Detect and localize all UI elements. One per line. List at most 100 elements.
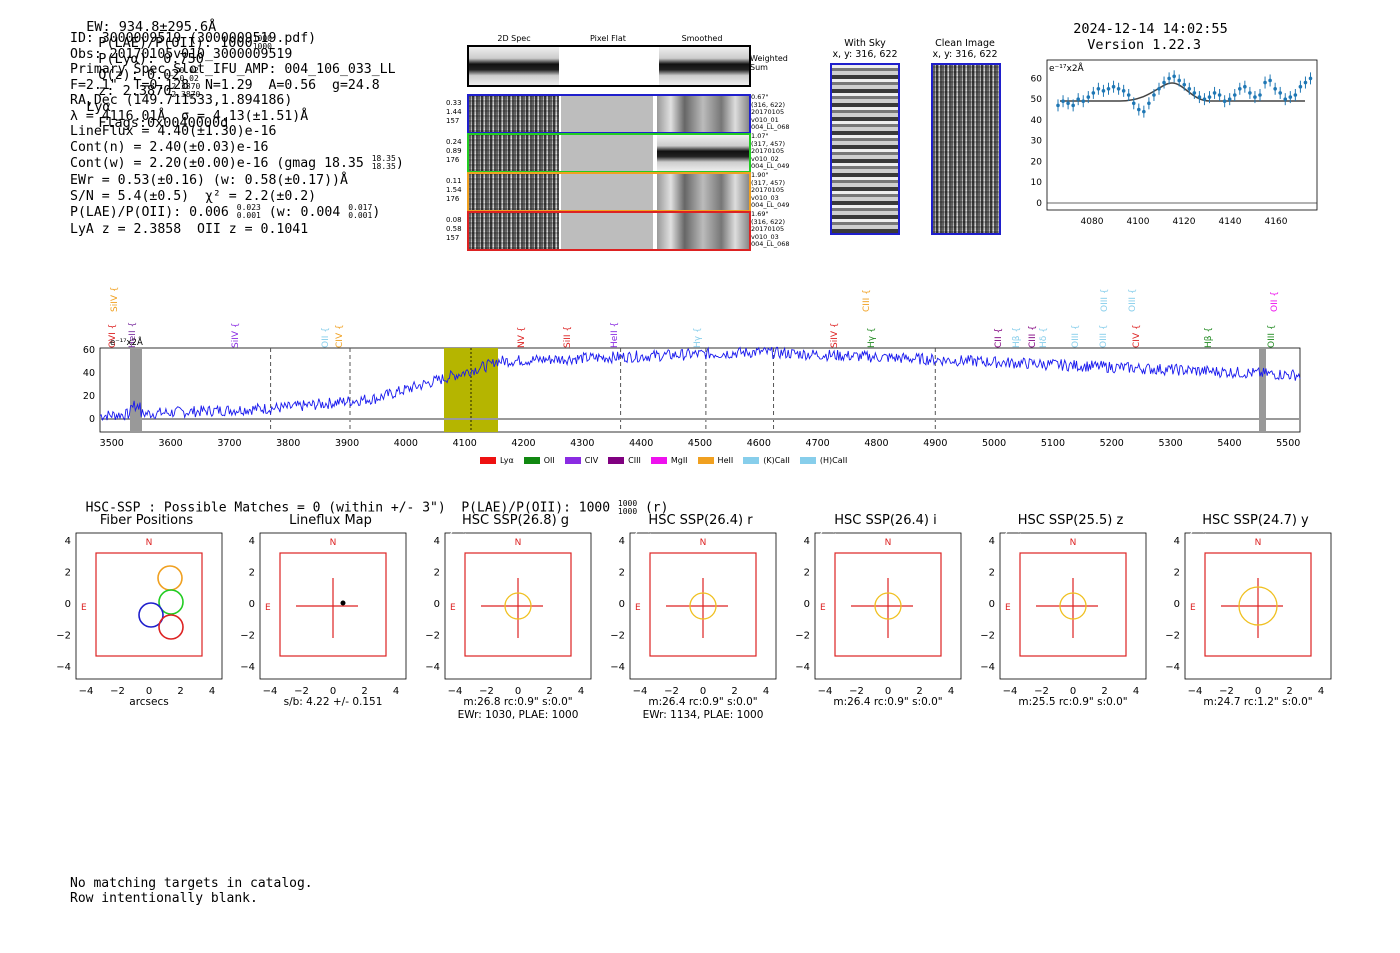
cutout-stat: 0.58 — [446, 225, 462, 233]
image-panel: N E 4 2 0 −2 −4 −4 −2 0 2 4 — [240, 532, 407, 697]
spectrum-legend: Lyα OII CIV CIII MgII HeII (K)CaII (H)CaII — [480, 448, 857, 467]
panel-xtick: 2 — [546, 686, 552, 697]
panel-xtick: 4 — [393, 686, 399, 697]
aperture-box — [1204, 552, 1312, 657]
zoom-ytick: 60 — [1031, 74, 1043, 84]
hsc-title: HSC-SSP : Possible Matches = 0 (within +… — [70, 485, 669, 516]
zoom-ytick: 20 — [1031, 157, 1043, 167]
spectrum-xtick: 4400 — [629, 438, 653, 449]
cutout-meta: v010_02 — [751, 154, 779, 163]
qz-lo: 0.02 — [179, 74, 199, 83]
panel-xtick: −2 — [294, 686, 309, 697]
zoom-data-point — [1212, 91, 1217, 95]
aperture-box — [1019, 552, 1127, 657]
plae-b-hi: 0.017 — [348, 203, 373, 212]
legend-label: CIV — [584, 456, 599, 465]
panel-xtick: −4 — [263, 686, 278, 697]
with-sky-image — [830, 63, 900, 235]
zoom-data-point — [1131, 101, 1136, 106]
zoom-ytick: 30 — [1031, 137, 1043, 147]
spectrum-xtick: 3700 — [217, 438, 241, 449]
info-obs: Obs: 20170105v010_3000009519 — [70, 46, 293, 62]
legend-item: MgII — [650, 456, 688, 465]
cutout-stat: 0.11 — [446, 177, 462, 185]
zoom-xtick: 4140 — [1219, 217, 1242, 227]
north-marker: N — [885, 538, 892, 548]
zoom-data-point — [1192, 91, 1197, 95]
neighbor-circle — [630, 530, 656, 556]
cutout-smooth-image — [657, 135, 749, 171]
north-marker: N — [146, 538, 153, 548]
cutout-stat: 1.54 — [446, 186, 462, 194]
clean-image — [931, 63, 1001, 235]
fiber-circle — [158, 614, 184, 640]
panel-ytick: −2 — [425, 631, 440, 642]
masked-region-1 — [130, 348, 142, 432]
panel-ytick: 0 — [1174, 599, 1180, 610]
info-fit: F=2.1" T=0.128 N=1.29 A=0.56 g=24.8 — [70, 77, 380, 93]
cutout-stat: 157 — [446, 117, 460, 125]
zoom-data-point — [1152, 93, 1156, 97]
north-marker: N — [700, 538, 707, 548]
zoom-plot-frame — [1046, 59, 1318, 211]
legend-item: CIII — [608, 456, 641, 465]
panel-ytick: 4 — [1174, 536, 1180, 547]
cutout-stat: 1.44 — [446, 108, 462, 116]
panel-title: HSC SSP(26.4) i — [834, 513, 937, 528]
line-label-upper: OIII { — [1100, 288, 1110, 312]
fiber-circle — [138, 602, 164, 628]
source-aperture-circle — [504, 592, 532, 620]
panel-xtick: 0 — [700, 686, 706, 697]
panel-caption: m:26.4 rc:0.9" s:0.0" — [793, 696, 983, 709]
spectrum-xtick: 3600 — [158, 438, 182, 449]
cutout-row-stats: 0.08 0.58 157 — [446, 216, 462, 243]
hsc-title-lo: 1000 — [617, 507, 638, 516]
panel-xtick: 4 — [1133, 686, 1139, 697]
panel-ytick: −2 — [980, 631, 995, 642]
panel-xtick: 0 — [1070, 686, 1076, 697]
clean-image-coords: x, y: 316, 622 — [932, 49, 998, 60]
zoom-data-point — [1056, 103, 1060, 108]
legend-label: OII — [543, 456, 555, 465]
cutout-row-meta: 1.90" (317, 457) 20170105 v010_03 004_LL_049 — [751, 171, 790, 210]
cutout-flat-image — [561, 213, 653, 249]
zoom-data-point — [1091, 91, 1096, 95]
full-spectrum-plot: e⁻¹⁷x2Å 60 40 20 0 3500 3600 3700 3800 3900 4000… — [83, 336, 1301, 449]
footer-line-2: Row intentionally blank. — [70, 891, 258, 906]
panel-xtick: 0 — [330, 686, 336, 697]
zoom-data-point — [1202, 97, 1207, 101]
panel-frame — [259, 532, 407, 680]
neighbor-circle — [1185, 530, 1211, 556]
z-hi: 2.3870 — [171, 82, 201, 91]
spectrum-xtick: 4500 — [688, 438, 712, 449]
panel-ytick: −2 — [610, 631, 625, 642]
cutout-meta: 20170105 — [751, 186, 785, 194]
zoom-data-point — [1288, 95, 1293, 99]
panel-ytick: 2 — [434, 568, 440, 579]
spectrum-xticks: 3500 3600 3700 3800 3900 4000 4100 4200 4300 4400… — [100, 438, 1301, 449]
panel-frame — [999, 532, 1147, 680]
legend-label: Lyα — [500, 456, 514, 465]
zoom-data-point — [1096, 86, 1101, 91]
z-value: z: 2.3870 — [98, 83, 172, 99]
plae-poii-value: P(LAE)/P(OII): 1000 — [98, 35, 253, 51]
plae-a-hi: 0.023 — [236, 203, 261, 212]
cutout-2d-image — [469, 213, 559, 249]
panel-ytick: 0 — [989, 599, 995, 610]
cutout-2d-image — [469, 96, 559, 132]
image-panel: N E 4 2 0 −2 −4 −4 −2 0 2 4 — [795, 530, 962, 697]
zoom-data-point — [1268, 78, 1272, 83]
cutout-meta: 004_LL_049 — [751, 162, 790, 170]
spectrum-xtick: 3900 — [335, 438, 359, 449]
cutout-stat: 0.89 — [446, 147, 462, 155]
cutout-meta: 1.90" — [751, 171, 769, 179]
neighbor-circle — [1000, 530, 1026, 556]
neighbor-circle — [815, 530, 841, 556]
panel-ytick: 2 — [65, 568, 71, 579]
col-header-smooth: Smoothed — [681, 34, 723, 43]
legend-swatch — [799, 457, 816, 464]
panel-frame — [75, 532, 223, 680]
panel-ytick: 0 — [804, 599, 810, 610]
zoom-data-point — [1238, 86, 1242, 91]
panel-xtick: 4 — [209, 686, 215, 697]
